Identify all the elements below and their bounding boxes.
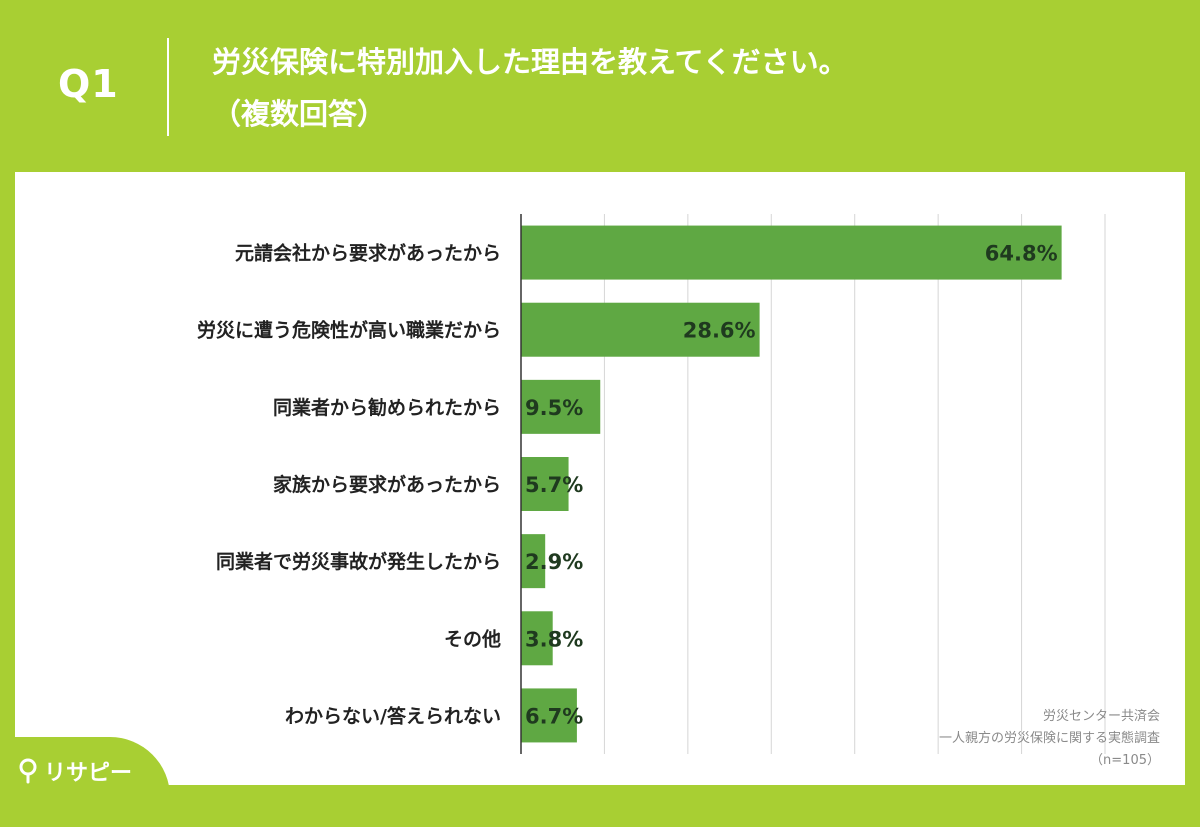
question-label: Q1 — [58, 62, 119, 106]
category-label: 家族から要求があったから — [273, 473, 501, 496]
bar — [521, 379, 601, 434]
question-title: 労災保険に特別加入した理由を教えてください。 — [212, 45, 848, 79]
value-label: 64.8% — [985, 242, 1058, 266]
value-label: 28.6% — [683, 319, 756, 343]
category-label: その他 — [444, 627, 501, 650]
value-label: 2.9% — [525, 550, 583, 574]
bar — [521, 534, 546, 589]
source-survey: 一人親方の労災保険に関する実態調査 — [938, 731, 1160, 746]
value-label: 5.7% — [525, 473, 583, 497]
bar — [521, 225, 1062, 280]
source-note: 労災センター共済会 一人親方の労災保険に関する実態調査 （n=105） — [939, 706, 1160, 772]
category-label: 同業者から勧められたから — [273, 396, 501, 419]
bar — [521, 611, 553, 666]
bar — [521, 302, 760, 357]
value-label: 6.7% — [525, 704, 583, 728]
question-subtitle: （複数回答） — [212, 97, 387, 131]
bar-chart: 元請会社から要求があったから 64.8% 労災に遭う危険性が高い職業だから 28.6%… — [197, 214, 1106, 754]
brand-name: リサピー — [44, 761, 133, 786]
source-org: 労災センター共済会 — [1042, 709, 1160, 724]
value-label: 9.5% — [525, 396, 583, 420]
category-label: 元請会社から要求があったから — [235, 242, 501, 265]
category-label: わからない/答えられない — [285, 704, 501, 727]
header-divider — [167, 38, 169, 136]
location-pin-icon — [19, 758, 37, 784]
value-label: 3.8% — [525, 627, 583, 651]
bar — [521, 457, 569, 511]
chart-card: 元請会社から要求があったから 64.8% 労災に遭う危険性が高い職業だから 28.6%… — [15, 172, 1185, 785]
bar — [521, 688, 577, 743]
category-label: 労災に遭う危険性が高い職業だから — [197, 319, 501, 342]
category-label: 同業者で労災事故が発生したから — [216, 550, 501, 573]
source-sample-size: （n=105） — [1090, 753, 1160, 768]
brand-logo: リサピー — [18, 755, 132, 787]
